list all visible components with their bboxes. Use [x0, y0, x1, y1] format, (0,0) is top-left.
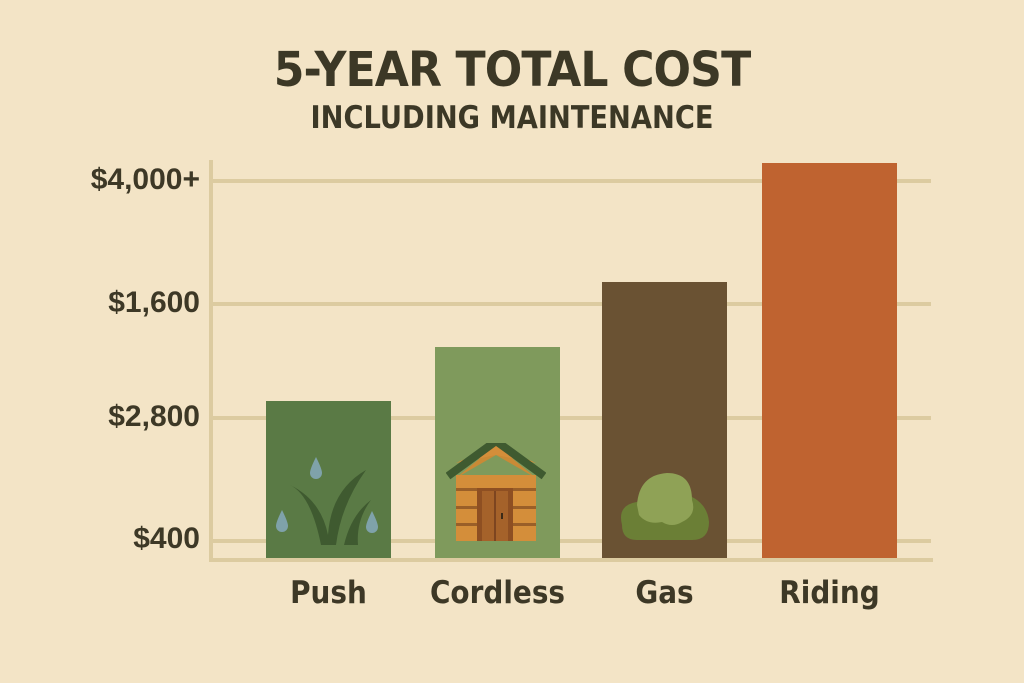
- y-tick-label: $1,600: [108, 286, 200, 319]
- chart-title: 5-YEAR TOTAL COST: [273, 42, 751, 98]
- x-label-cordless: Cordless: [429, 575, 566, 611]
- gridline: [211, 302, 931, 306]
- x-label-gas: Gas: [635, 575, 694, 611]
- y-tick-label: $400: [133, 522, 200, 555]
- gridline: [211, 416, 931, 420]
- x-label-push: Push: [290, 575, 367, 611]
- bush-icon: [621, 473, 709, 540]
- x-axis-line: [209, 558, 933, 562]
- gridline: [211, 179, 931, 183]
- bar-riding: [762, 163, 897, 558]
- y-axis-line: [209, 160, 213, 562]
- grass-with-raindrops-icon: [276, 457, 378, 545]
- y-tick-label: $2,800: [108, 400, 200, 433]
- y-tick-label: $4,000+: [90, 163, 200, 196]
- x-label-riding: Riding: [779, 575, 880, 611]
- chart-subtitle: INCLUDING MAINTENANCE: [310, 100, 714, 136]
- gridline: [211, 539, 931, 543]
- wooden-shed-icon: [446, 443, 546, 541]
